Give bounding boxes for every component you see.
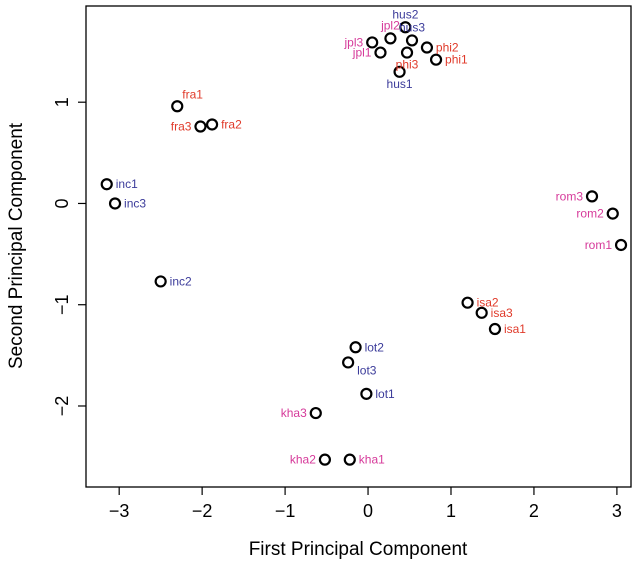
data-point-kha3 <box>309 406 322 420</box>
point-label-kha3: kha3 <box>281 406 307 420</box>
data-point-fra1 <box>171 100 184 113</box>
point-label-isa1: isa1 <box>504 322 526 336</box>
data-point-rom3 <box>585 190 599 203</box>
data-point-phi1 <box>429 53 443 66</box>
data-point-inc1 <box>100 178 113 191</box>
x-tick-label: 3 <box>612 501 622 521</box>
point-label-rom1: rom1 <box>585 238 613 252</box>
point-label-inc2: inc2 <box>170 274 192 288</box>
point-label-jpl1: jpl1 <box>352 46 372 60</box>
data-point-lot1 <box>360 387 373 400</box>
point-label-rom3: rom3 <box>556 189 584 203</box>
point-label-hus3: hus3 <box>399 20 425 34</box>
x-tick-label: −1 <box>275 501 296 521</box>
point-label-lot3: lot3 <box>357 363 377 377</box>
data-point-phi3 <box>400 46 414 59</box>
data-point-isa1 <box>488 322 502 336</box>
plot-frame <box>85 5 632 488</box>
point-label-phi2: phi2 <box>436 41 459 55</box>
point-label-phi3: phi3 <box>396 58 419 72</box>
data-point-fra2 <box>205 118 219 131</box>
data-point-jpl2 <box>384 32 397 45</box>
y-axis: −2 −1 0 1 <box>52 97 86 416</box>
data-point-inc3 <box>108 197 122 210</box>
data-point-lot2 <box>349 341 362 354</box>
x-tick-label: 2 <box>529 501 539 521</box>
point-label-kha1: kha1 <box>359 453 385 467</box>
point-label-kha2: kha2 <box>290 453 316 467</box>
data-point-hus3 <box>405 34 419 47</box>
point-label-rom2: rom2 <box>576 207 604 221</box>
point-label-phi1: phi1 <box>445 53 468 67</box>
point-label-lot1: lot1 <box>375 387 395 401</box>
point-label-inc1: inc1 <box>116 177 138 191</box>
y-tick-label: −2 <box>52 396 72 417</box>
point-label-isa3: isa3 <box>491 306 513 320</box>
point-label-isa2: isa2 <box>477 296 499 310</box>
data-point-isa2 <box>461 296 474 309</box>
x-tick-label: 1 <box>446 501 456 521</box>
y-tick-label: −1 <box>52 294 72 315</box>
data-point-hus1 <box>393 65 406 78</box>
point-label-fra3: fra3 <box>171 120 192 134</box>
x-axis: −3 −2 −1 0 1 2 3 <box>109 487 622 521</box>
point-label-jpl2: jpl2 <box>380 18 400 32</box>
x-tick-label: −2 <box>192 501 213 521</box>
point-label-fra1: fra1 <box>182 87 203 101</box>
x-tick-label: −3 <box>109 501 130 521</box>
data-point-phi2 <box>420 41 434 54</box>
x-axis-title: First Principal Component <box>249 539 468 560</box>
y-tick-label: 1 <box>52 97 72 107</box>
data-point-lot3 <box>342 356 355 369</box>
data-points <box>100 21 628 466</box>
point-label-hus2: hus2 <box>392 7 418 21</box>
data-point-rom1 <box>614 238 628 252</box>
data-point-kha1 <box>343 453 356 466</box>
data-point-hus2 <box>399 21 412 34</box>
data-point-jpl1 <box>374 46 387 59</box>
data-point-rom2 <box>606 207 619 220</box>
x-tick-label: 0 <box>363 501 373 521</box>
point-label-inc3: inc3 <box>124 196 146 210</box>
point-label-lot2: lot2 <box>365 340 385 354</box>
point-label-jpl3: jpl3 <box>343 35 363 49</box>
point-label-fra2: fra2 <box>221 117 242 131</box>
y-tick-label: 0 <box>52 198 72 208</box>
data-point-fra3 <box>194 120 207 133</box>
point-label-hus1: hus1 <box>387 77 413 91</box>
data-point-kha2 <box>318 453 332 466</box>
data-point-inc2 <box>154 275 167 288</box>
y-axis-title: Second Principal Component <box>6 122 27 369</box>
data-point-isa3 <box>475 306 488 319</box>
data-point-jpl3 <box>366 36 379 49</box>
